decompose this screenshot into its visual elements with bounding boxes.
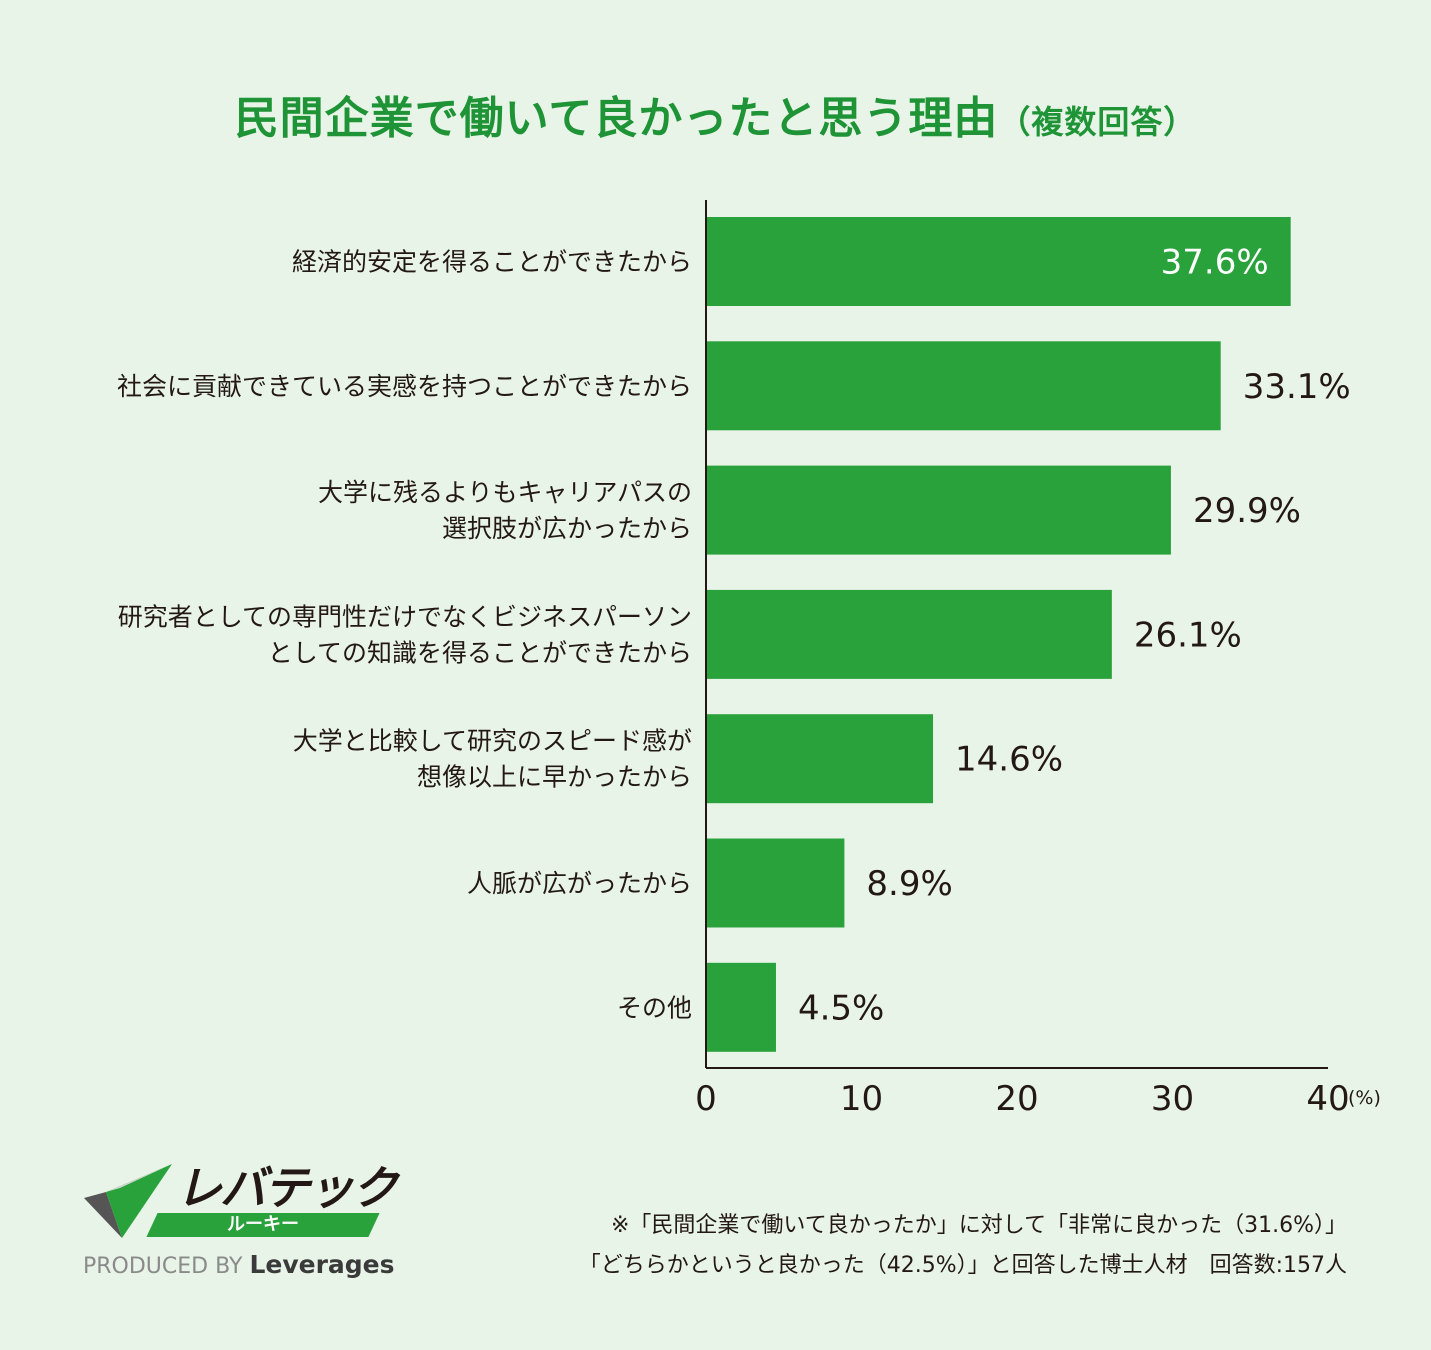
logo-sub: ルーキー — [227, 1214, 299, 1235]
bar — [706, 962, 776, 1052]
bar-value-label: 14.6% — [955, 740, 1063, 780]
logo-name: レバテック — [176, 1161, 398, 1215]
bar-value-label: 33.1% — [1243, 367, 1351, 407]
footnote-line-2: 「どちらかというと良かった（42.5%）」と回答した博士人材 回答数:157人 — [578, 1253, 1347, 1278]
bar — [706, 341, 1221, 431]
category-label: 経済的安定を得ることができたから — [292, 248, 692, 277]
chart-title-sub: （複数回答） — [998, 103, 1197, 141]
category-label: その他 — [617, 993, 692, 1022]
logo-sub-banner: ルーキー — [146, 1213, 380, 1237]
bar — [706, 465, 1171, 555]
bar — [706, 714, 934, 804]
bar — [706, 589, 1112, 679]
bar — [706, 217, 1291, 306]
category-label: 研究者としての専門性だけでなくビジネスパーソン — [118, 602, 692, 631]
footnote: ※「民間企業で働いて良かったか」に対して「非常に良かった（31.6%）」 「どち… — [579, 1206, 1347, 1286]
x-axis-unit: (%) — [1348, 1087, 1381, 1109]
chart-title: 民間企業で働いて良かったと思う理由（複数回答） — [0, 82, 1431, 146]
category-label: 選択肢が広かったから — [442, 514, 692, 543]
logo-produced-by: PRODUCED BY Leverages — [83, 1250, 395, 1279]
bar-chart: 37.6% 経済的安定を得ることができたから 33.1% 社会に貢献できている実感を持… — [117, 200, 1381, 1119]
x-tick-label: 10 — [840, 1079, 883, 1119]
category-label: 社会に貢献できている実感を持つことができたから — [117, 372, 692, 401]
category-label: 想像以上に早かったから — [417, 763, 692, 792]
logo: レバテック ルーキー PRODUCED BY Leverages — [80, 1160, 400, 1280]
chart-title-main: 民間企業で働いて良かったと思う理由 — [234, 93, 999, 144]
x-tick-label: 0 — [695, 1079, 717, 1119]
category-label: としての知識を得ることができたから — [268, 638, 692, 667]
bar-value-label: 29.9% — [1193, 491, 1301, 531]
bar — [706, 838, 845, 928]
logo-brand: Leverages — [249, 1250, 395, 1279]
x-tick-label: 40 — [1306, 1079, 1349, 1119]
category-label: 大学に残るよりもキャリアパスの — [318, 478, 692, 507]
bar-value-label: 8.9% — [866, 864, 952, 904]
category-label: 大学と比較して研究のスピード感が — [293, 727, 692, 756]
category-label: 人脈が広がったから — [467, 869, 692, 898]
bar-value-label: 4.5% — [798, 988, 884, 1028]
x-tick-label: 30 — [1151, 1079, 1194, 1119]
bar-value-label: 26.1% — [1134, 615, 1242, 655]
bar-value-label: 37.6% — [1161, 243, 1269, 283]
logo-produced-text: PRODUCED BY — [83, 1254, 243, 1279]
footnote-line-1: ※「民間企業で働いて良かったか」に対して「非常に良かった（31.6%）」 — [610, 1213, 1347, 1238]
x-tick-label: 20 — [995, 1079, 1038, 1119]
logo-check-icon — [84, 1164, 172, 1238]
